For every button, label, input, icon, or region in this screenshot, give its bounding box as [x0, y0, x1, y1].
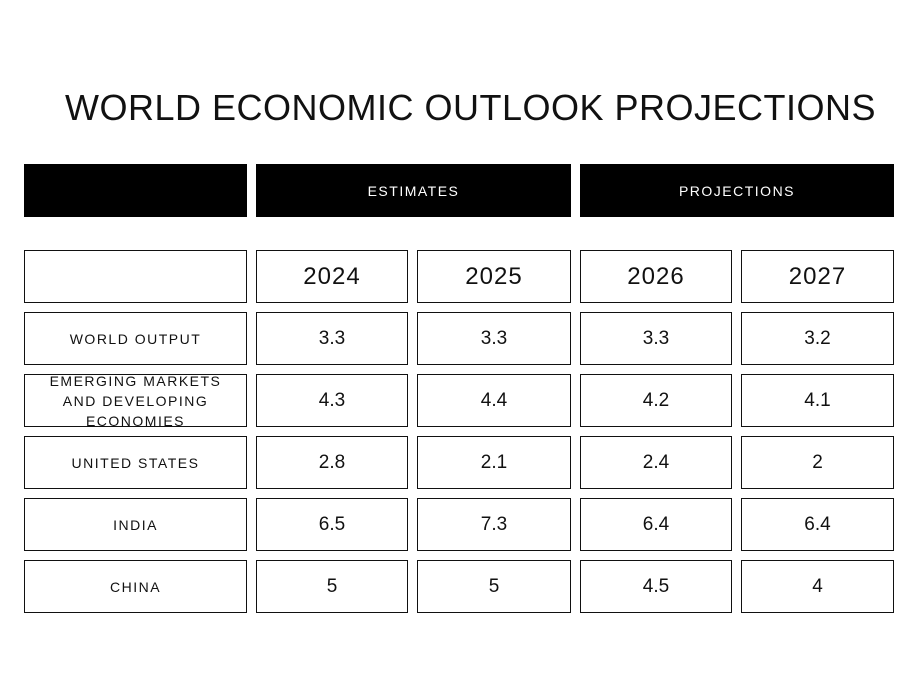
- value-cell: 4.5: [580, 560, 732, 613]
- value-cell: 3.2: [741, 312, 894, 365]
- value-cell: 5: [417, 560, 571, 613]
- column-group-header: PROJECTIONS: [580, 164, 894, 217]
- row-label: EMERGING MARKETS AND DEVELOPING ECONOMIE…: [24, 373, 247, 429]
- year-header-cell: 2025: [417, 250, 571, 303]
- value-cell: 4.4: [417, 374, 571, 427]
- value-cell: 6.4: [580, 498, 732, 551]
- row-label: UNITED STATES: [24, 436, 247, 489]
- value-cell: 3.3: [580, 312, 732, 365]
- value-cell: 6.5: [256, 498, 408, 551]
- value-cell: 2.1: [417, 436, 571, 489]
- year-header-cell: 2027: [741, 250, 894, 303]
- value-cell: 7.3: [417, 498, 571, 551]
- value-cell: 6.4: [741, 498, 894, 551]
- value-cell: 4.1: [741, 374, 894, 427]
- row-label: WORLD OUTPUT: [24, 312, 247, 365]
- column-group-header: ESTIMATES: [256, 164, 571, 217]
- page-title: WORLD ECONOMIC OUTLOOK PROJECTIONS: [65, 87, 877, 128]
- value-cell: 4.3: [256, 374, 408, 427]
- year-header-cell: 2026: [580, 250, 732, 303]
- value-cell: 4: [741, 560, 894, 613]
- year-header-cell: 2024: [256, 250, 408, 303]
- value-cell: 5: [256, 560, 408, 613]
- value-cell: 4.2: [580, 374, 732, 427]
- column-group-header: [24, 164, 247, 217]
- row-label: INDIA: [24, 498, 247, 551]
- value-cell: 3.3: [256, 312, 408, 365]
- value-cell: 2.8: [256, 436, 408, 489]
- row-label: CHINA: [24, 560, 247, 613]
- header-blank-cell: [24, 250, 247, 303]
- value-cell: 2: [741, 436, 894, 489]
- value-cell: 3.3: [417, 312, 571, 365]
- value-cell: 2.4: [580, 436, 732, 489]
